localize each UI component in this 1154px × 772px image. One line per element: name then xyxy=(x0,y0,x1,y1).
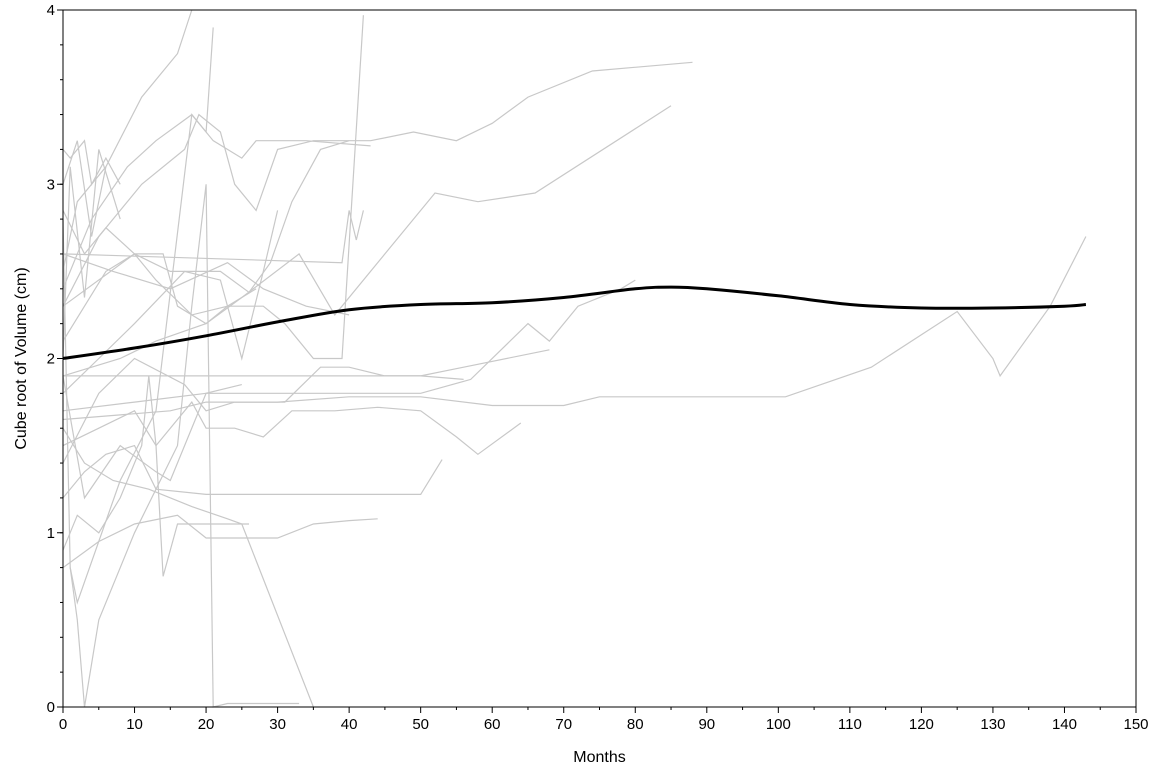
individual-series-line xyxy=(63,375,464,380)
x-tick-label: 140 xyxy=(1052,716,1077,733)
x-tick-label: 110 xyxy=(838,716,862,733)
y-tick-label: 0 xyxy=(47,699,55,716)
x-tick-label: 60 xyxy=(484,716,501,733)
x-tick-label: 30 xyxy=(269,716,286,733)
x-tick-label: 10 xyxy=(126,716,143,733)
x-tick-label: 100 xyxy=(766,716,791,733)
y-tick-label: 1 xyxy=(47,525,55,542)
x-tick-label: 150 xyxy=(1123,716,1148,733)
mean-layer xyxy=(62,285,1087,360)
individual-series-line xyxy=(69,27,214,605)
y-tick-label: 4 xyxy=(47,2,55,19)
individual-series-line xyxy=(62,514,378,569)
y-axis-title: Cube root of Volume (cm) xyxy=(13,267,30,449)
x-axis-title: Months xyxy=(573,749,625,766)
individual-series-line xyxy=(62,113,350,307)
y-tick-label: 2 xyxy=(47,351,55,368)
y-tick-label: 3 xyxy=(47,176,55,193)
individual-series-line xyxy=(62,105,672,377)
mean-trend-line xyxy=(62,285,1087,360)
y-axis: 0 1 2 3 4 xyxy=(47,2,63,716)
x-tick-label: 120 xyxy=(909,716,934,733)
x-tick-label: 70 xyxy=(555,716,572,733)
x-tick-label: 90 xyxy=(698,716,715,733)
series-layer xyxy=(62,9,1087,708)
x-tick-label: 20 xyxy=(198,716,215,733)
individual-series-line xyxy=(62,375,249,577)
x-tick-label: 130 xyxy=(980,716,1005,733)
individual-series-line xyxy=(62,444,443,499)
individual-series-line xyxy=(62,236,1087,421)
individual-series-line xyxy=(62,401,522,456)
individual-series-line xyxy=(62,375,242,500)
individual-series-line xyxy=(62,149,121,359)
individual-series-line xyxy=(62,210,257,316)
individual-series-line xyxy=(62,427,314,708)
x-axis: 0 10 20 30 40 50 60 70 80 90 100 110 120 130 140 150 xyxy=(59,707,1149,733)
individual-series-line xyxy=(62,140,107,237)
individual-series-line xyxy=(62,279,636,412)
x-tick-label: 40 xyxy=(341,716,358,733)
individual-series-line xyxy=(62,253,350,316)
x-tick-label: 50 xyxy=(412,716,429,733)
individual-series-line xyxy=(62,184,300,708)
individual-series-line xyxy=(62,139,121,187)
x-tick-label: 0 xyxy=(59,716,67,733)
individual-series-line xyxy=(62,210,364,264)
x-tick-label: 80 xyxy=(627,716,644,733)
